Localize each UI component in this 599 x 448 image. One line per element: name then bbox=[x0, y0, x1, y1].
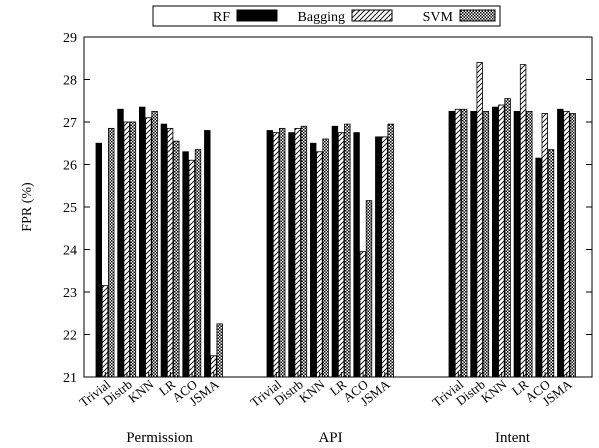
group-label: API bbox=[318, 430, 342, 446]
y-tick-label: 27 bbox=[63, 116, 77, 131]
legend-label-bagging: Bagging bbox=[298, 10, 345, 25]
bar-rf bbox=[448, 110, 455, 378]
bar-bagging bbox=[454, 108, 462, 378]
y-tick-label: 23 bbox=[63, 286, 77, 301]
bar-bagging bbox=[519, 64, 527, 378]
bar-bagging bbox=[359, 251, 366, 378]
bar-svm bbox=[547, 149, 555, 378]
bar-bagging bbox=[563, 110, 570, 378]
bar-rf bbox=[309, 142, 317, 378]
bar-rf bbox=[353, 132, 360, 378]
bar-rf bbox=[204, 130, 211, 378]
y-tick-label: 29 bbox=[63, 31, 77, 46]
x-tick-label: KNN bbox=[125, 376, 157, 406]
bar-bagging bbox=[188, 159, 195, 378]
bar-bagging bbox=[123, 121, 130, 378]
group-label: Intent bbox=[495, 430, 531, 446]
bar-rf bbox=[331, 125, 339, 378]
bar-bagging bbox=[166, 127, 174, 378]
bar-rf bbox=[95, 142, 102, 378]
bar-bagging bbox=[316, 151, 323, 378]
group-label: Permission bbox=[126, 430, 193, 446]
bar-bagging bbox=[381, 136, 388, 378]
bar-svm bbox=[569, 113, 576, 378]
legend-label-svm: SVM bbox=[423, 10, 454, 25]
x-tick-label: KNN bbox=[478, 376, 510, 406]
plot-frame bbox=[83, 36, 593, 378]
bar-series bbox=[95, 62, 576, 378]
bar-svm bbox=[322, 138, 329, 378]
bar-svm bbox=[365, 200, 373, 378]
bar-bagging bbox=[337, 132, 345, 378]
bar-svm bbox=[460, 108, 468, 378]
bar-svm bbox=[216, 323, 223, 378]
bar-rf bbox=[557, 108, 564, 378]
bar-rf bbox=[266, 130, 273, 378]
bar-bagging bbox=[498, 104, 505, 378]
y-tick-label: 24 bbox=[63, 244, 77, 259]
y-tick-label: 26 bbox=[63, 159, 77, 174]
legend-swatch-svm bbox=[459, 9, 496, 22]
legend-label-rf: RF bbox=[213, 10, 230, 25]
bar-svm bbox=[387, 123, 394, 378]
y-axis-ticks: 21 22 23 24 25 26 27 28 29 bbox=[63, 31, 592, 386]
y-axis-label: FPR (%) bbox=[20, 182, 35, 232]
bar-svm bbox=[526, 110, 533, 378]
x-tick-label: KNN bbox=[296, 376, 328, 406]
bar-svm bbox=[482, 110, 490, 378]
bar-rf bbox=[138, 106, 146, 378]
bar-rf bbox=[470, 110, 477, 378]
bar-rf bbox=[160, 123, 168, 378]
bar-svm bbox=[504, 98, 511, 378]
bar-rf bbox=[182, 151, 189, 378]
bar-svm bbox=[344, 123, 351, 378]
bar-svm bbox=[194, 149, 202, 378]
bar-bagging bbox=[101, 285, 109, 378]
bar-bagging bbox=[541, 113, 548, 378]
bar-svm bbox=[151, 110, 158, 378]
bar-rf bbox=[375, 136, 382, 378]
bar-rf bbox=[535, 157, 542, 378]
y-tick-label: 28 bbox=[63, 74, 77, 89]
bar-rf bbox=[491, 106, 499, 378]
y-tick-label: 21 bbox=[63, 371, 77, 386]
y-tick-label: 25 bbox=[63, 201, 77, 216]
bar-rf bbox=[117, 108, 124, 378]
bar-bagging bbox=[272, 132, 280, 378]
y-tick-label: 22 bbox=[63, 329, 77, 344]
bar-svm bbox=[300, 125, 308, 378]
bar-bagging bbox=[476, 62, 483, 378]
group-labels: Permission API Intent bbox=[126, 430, 531, 446]
bar-bagging bbox=[145, 117, 152, 378]
bar-svm bbox=[278, 127, 286, 378]
bar-svm bbox=[129, 121, 137, 378]
bar-svm bbox=[108, 127, 115, 378]
legend-swatch-rf bbox=[236, 9, 278, 22]
legend: RF Bagging SVM bbox=[152, 5, 501, 27]
bar-rf bbox=[513, 110, 521, 378]
bar-rf bbox=[288, 132, 295, 378]
bar-svm bbox=[173, 140, 180, 378]
bar-bagging bbox=[294, 127, 301, 378]
legend-swatch-bagging bbox=[351, 9, 393, 22]
